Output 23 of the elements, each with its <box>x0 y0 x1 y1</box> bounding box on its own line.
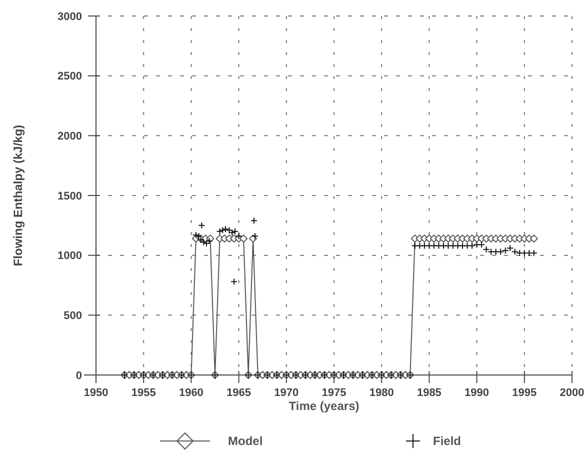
y-tick-label: 3000 <box>58 10 82 23</box>
x-tick-label: 1975 <box>322 387 346 399</box>
x-tick-label: 1980 <box>369 387 394 399</box>
x-tick-label: 1960 <box>178 387 204 399</box>
x-tick-label: 1970 <box>274 387 299 399</box>
x-tick-label: 1950 <box>84 387 108 399</box>
y-axis-title: Flowing Enthalpy (kJ/kg) <box>11 124 25 266</box>
legend-label: Field <box>433 434 462 448</box>
x-tick-label: 1985 <box>416 387 442 399</box>
y-tick-label: 0 <box>76 370 82 382</box>
x-tick-label: 1995 <box>512 387 537 399</box>
x-tick-label: 1955 <box>131 387 156 399</box>
y-tick-label: 2000 <box>58 130 82 143</box>
y-tick-label: 500 <box>64 310 82 322</box>
y-tick-label: 1000 <box>58 250 82 262</box>
legend-entry: Field <box>406 434 462 448</box>
legend-label: Model <box>228 434 263 448</box>
x-tick-label: 2000 <box>560 387 584 399</box>
x-tick-label: 1990 <box>464 387 490 399</box>
y-tick-label: 1500 <box>58 190 82 202</box>
x-tick-label: 1965 <box>226 387 252 399</box>
y-tick-label: 2500 <box>58 70 82 83</box>
x-axis-title: Time (years) <box>288 399 360 413</box>
